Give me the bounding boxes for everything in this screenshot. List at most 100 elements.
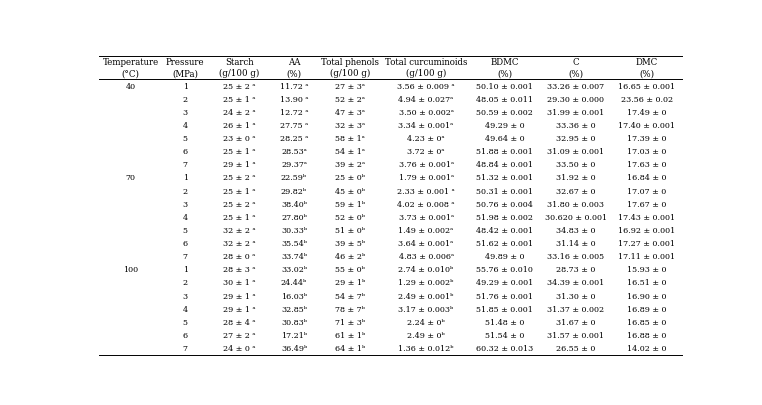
Text: 7: 7: [183, 344, 187, 352]
Text: 5: 5: [183, 318, 187, 326]
Text: 28.53ᵃ: 28.53ᵃ: [281, 148, 307, 156]
Text: 17.43 ± 0.001: 17.43 ± 0.001: [618, 213, 675, 221]
Text: 71 ± 3ᵇ: 71 ± 3ᵇ: [335, 318, 365, 326]
Text: 1: 1: [183, 174, 187, 182]
Text: 34.83 ± 0: 34.83 ± 0: [555, 226, 595, 234]
Text: 27.75 ᵃ: 27.75 ᵃ: [280, 122, 308, 130]
Text: 3.64 ± 0.001ᵃ: 3.64 ± 0.001ᵃ: [399, 239, 453, 247]
Text: 51.54 ± 0: 51.54 ± 0: [485, 331, 524, 339]
Text: 45 ± 0ᵇ: 45 ± 0ᵇ: [335, 187, 365, 195]
Text: DMC
(%): DMC (%): [636, 58, 658, 78]
Text: 17.11 ± 0.001: 17.11 ± 0.001: [618, 253, 675, 260]
Text: 64 ± 1ᵇ: 64 ± 1ᵇ: [335, 344, 365, 352]
Text: 48.84 ± 0.001: 48.84 ± 0.001: [476, 161, 533, 169]
Text: 52 ± 0ᵇ: 52 ± 0ᵇ: [335, 213, 365, 221]
Text: 27 ± 2 ᵃ: 27 ± 2 ᵃ: [223, 331, 256, 339]
Text: 31.30 ± 0: 31.30 ± 0: [555, 292, 595, 300]
Text: 6: 6: [183, 331, 187, 339]
Text: 25 ± 2 ᵃ: 25 ± 2 ᵃ: [223, 82, 256, 90]
Text: 11.72 ᵃ: 11.72 ᵃ: [280, 82, 309, 90]
Text: Starch
(g/100 g): Starch (g/100 g): [219, 58, 260, 78]
Text: 32.85ᵇ: 32.85ᵇ: [281, 305, 307, 313]
Text: Total phenols
(g/100 g): Total phenols (g/100 g): [321, 58, 379, 78]
Text: 4.83 ± 0.006ᵃ: 4.83 ± 0.006ᵃ: [399, 253, 453, 260]
Text: 25 ± 0ᵇ: 25 ± 0ᵇ: [335, 174, 365, 182]
Text: 46 ± 2ᵇ: 46 ± 2ᵇ: [335, 253, 365, 260]
Text: 3: 3: [183, 200, 187, 208]
Text: Total curcuminoids
(g/100 g): Total curcuminoids (g/100 g): [385, 58, 467, 78]
Text: 49.29 ± 0.001: 49.29 ± 0.001: [475, 279, 533, 287]
Text: 2.49 ± 0ᵇ: 2.49 ± 0ᵇ: [407, 331, 445, 339]
Text: 17.21ᵇ: 17.21ᵇ: [281, 331, 307, 339]
Text: 22.59ᵇ: 22.59ᵇ: [281, 174, 307, 182]
Text: 16.88 ± 0: 16.88 ± 0: [627, 331, 667, 339]
Text: 33.74ᵇ: 33.74ᵇ: [281, 253, 307, 260]
Text: 52 ± 2ᵃ: 52 ± 2ᵃ: [335, 96, 365, 103]
Text: 51.76 ± 0.001: 51.76 ± 0.001: [476, 292, 533, 300]
Text: 7: 7: [183, 253, 187, 260]
Text: 31.92 ± 0: 31.92 ± 0: [555, 174, 595, 182]
Text: 16.84 ± 0: 16.84 ± 0: [627, 174, 667, 182]
Text: 24.44ᵇ: 24.44ᵇ: [281, 279, 307, 287]
Text: 25 ± 1 ᵃ: 25 ± 1 ᵃ: [223, 148, 256, 156]
Text: 48.42 ± 0.001: 48.42 ± 0.001: [476, 226, 533, 234]
Text: 25 ± 1 ᵃ: 25 ± 1 ᵃ: [223, 96, 256, 103]
Text: 28 ± 0 ᵃ: 28 ± 0 ᵃ: [223, 253, 256, 260]
Text: 54 ± 7ᵇ: 54 ± 7ᵇ: [335, 292, 365, 300]
Text: BDMC
(%): BDMC (%): [490, 58, 519, 78]
Text: 30.83ᵇ: 30.83ᵇ: [281, 318, 307, 326]
Text: 55.76 ± 0.010: 55.76 ± 0.010: [476, 266, 533, 274]
Text: 27 ± 3ᵃ: 27 ± 3ᵃ: [335, 82, 365, 90]
Text: 23 ± 0 ᵃ: 23 ± 0 ᵃ: [223, 135, 256, 143]
Text: 17.67 ± 0: 17.67 ± 0: [627, 200, 667, 208]
Text: 31.09 ± 0.001: 31.09 ± 0.001: [547, 148, 604, 156]
Text: 25 ± 2 ᵃ: 25 ± 2 ᵃ: [223, 174, 256, 182]
Text: 31.37 ± 0.002: 31.37 ± 0.002: [547, 305, 604, 313]
Text: 36.49ᵇ: 36.49ᵇ: [281, 344, 307, 352]
Text: 24 ± 2 ᵃ: 24 ± 2 ᵃ: [223, 109, 256, 117]
Text: 40: 40: [126, 82, 136, 90]
Text: 17.39 ± 0: 17.39 ± 0: [627, 135, 667, 143]
Text: 49.29 ± 0: 49.29 ± 0: [485, 122, 524, 130]
Text: 31.80 ± 0.003: 31.80 ± 0.003: [547, 200, 604, 208]
Text: 16.03ᵇ: 16.03ᵇ: [281, 292, 307, 300]
Text: 29.37ᵃ: 29.37ᵃ: [281, 161, 307, 169]
Text: 51.88 ± 0.001: 51.88 ± 0.001: [476, 148, 533, 156]
Text: 33.50 ± 0: 33.50 ± 0: [556, 161, 595, 169]
Text: 13.90 ᵃ: 13.90 ᵃ: [280, 96, 309, 103]
Text: 4: 4: [183, 213, 187, 221]
Text: 23.56 ± 0.02: 23.56 ± 0.02: [620, 96, 673, 103]
Text: 1.49 ± 0.002ᵃ: 1.49 ± 0.002ᵃ: [399, 226, 453, 234]
Text: 33.16 ± 0.005: 33.16 ± 0.005: [547, 253, 604, 260]
Text: 31.99 ± 0.001: 31.99 ± 0.001: [547, 109, 604, 117]
Text: 33.36 ± 0: 33.36 ± 0: [555, 122, 595, 130]
Text: 7: 7: [183, 161, 187, 169]
Text: 6: 6: [183, 148, 187, 156]
Text: 16.65 ± 0.001: 16.65 ± 0.001: [618, 82, 675, 90]
Text: 38.40ᵇ: 38.40ᵇ: [281, 200, 307, 208]
Text: 28.73 ± 0: 28.73 ± 0: [556, 266, 595, 274]
Text: 59 ± 1ᵇ: 59 ± 1ᵇ: [335, 200, 365, 208]
Text: 32.67 ± 0: 32.67 ± 0: [555, 187, 595, 195]
Text: 27.80ᵇ: 27.80ᵇ: [281, 213, 307, 221]
Text: 1.79 ± 0.001ᵃ: 1.79 ± 0.001ᵃ: [399, 174, 453, 182]
Text: 3.56 ± 0.009 ᵃ: 3.56 ± 0.009 ᵃ: [397, 82, 455, 90]
Text: 29 ± 1 ᵃ: 29 ± 1 ᵃ: [223, 292, 256, 300]
Text: 70: 70: [126, 174, 136, 182]
Text: 32 ± 2 ᵃ: 32 ± 2 ᵃ: [223, 239, 256, 247]
Text: 17.63 ± 0: 17.63 ± 0: [627, 161, 667, 169]
Text: C
(%): C (%): [568, 58, 583, 78]
Text: 28 ± 4 ᵃ: 28 ± 4 ᵃ: [223, 318, 256, 326]
Text: 17.40 ± 0.001: 17.40 ± 0.001: [618, 122, 675, 130]
Text: 1: 1: [183, 266, 187, 274]
Text: 15.93 ± 0: 15.93 ± 0: [627, 266, 667, 274]
Text: 50.59 ± 0.002: 50.59 ± 0.002: [476, 109, 533, 117]
Text: 49.64 ± 0: 49.64 ± 0: [485, 135, 524, 143]
Text: 4: 4: [183, 122, 187, 130]
Text: 3.73 ± 0.001ᵃ: 3.73 ± 0.001ᵃ: [399, 213, 453, 221]
Text: 32 ± 2 ᵃ: 32 ± 2 ᵃ: [223, 226, 256, 234]
Text: 5: 5: [183, 135, 187, 143]
Text: 28 ± 3 ᵃ: 28 ± 3 ᵃ: [223, 266, 256, 274]
Text: 50.10 ± 0.001: 50.10 ± 0.001: [476, 82, 533, 90]
Text: 4.23 ± 0ᵃ: 4.23 ± 0ᵃ: [407, 135, 445, 143]
